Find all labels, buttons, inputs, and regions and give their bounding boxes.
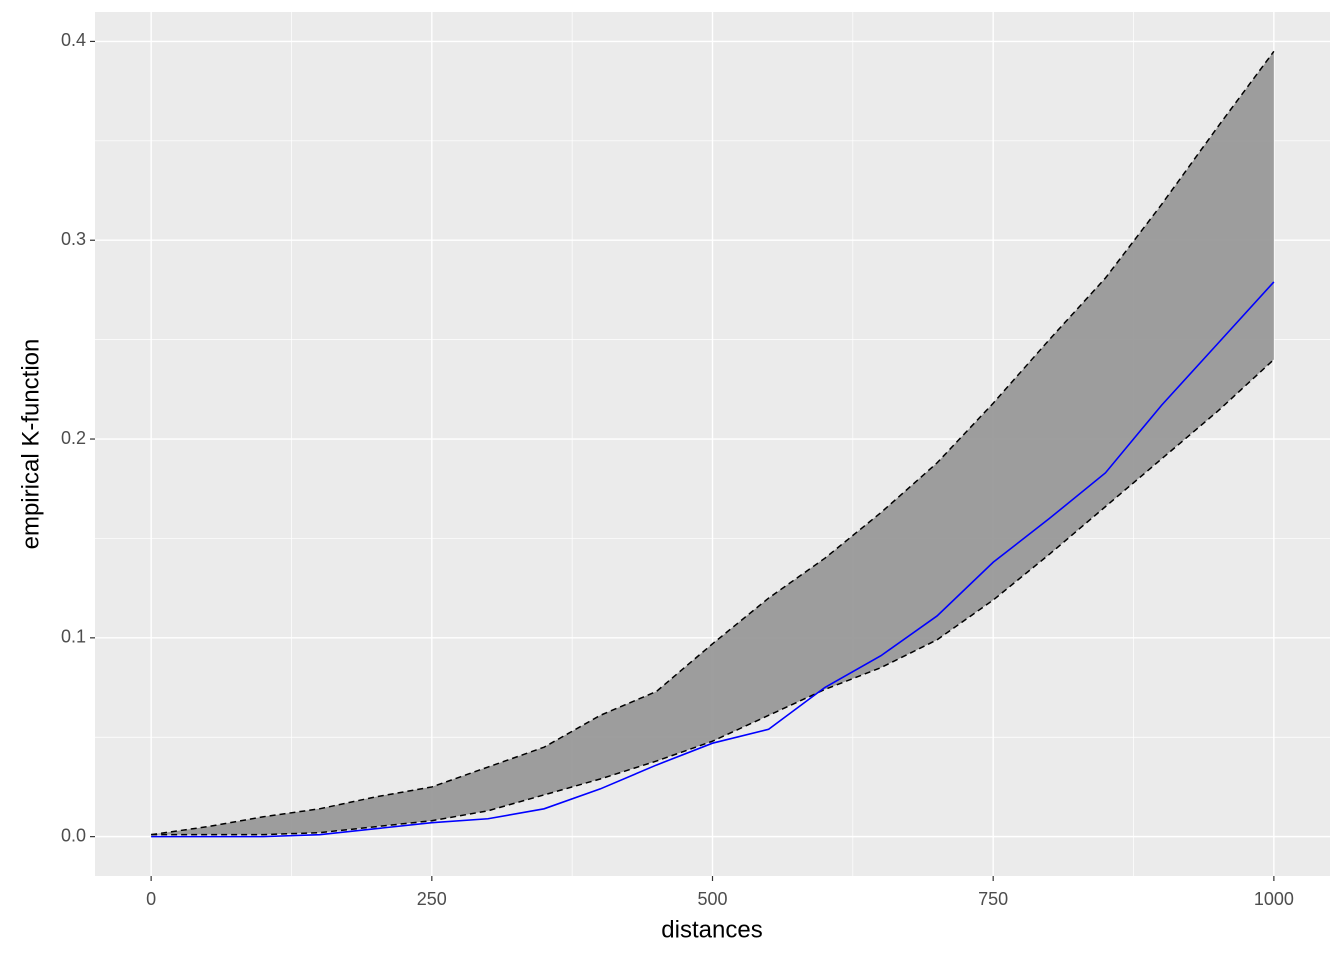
y-axis-title: empirical K-function [17, 339, 44, 550]
y-tick-label: 0.4 [61, 30, 86, 50]
y-tick-label: 0.1 [61, 627, 86, 647]
y-tick-label: 0.0 [61, 825, 86, 845]
k-function-line [151, 281, 1275, 838]
x-tick-label: 250 [417, 889, 447, 909]
x-tick-label: 0 [146, 889, 156, 909]
x-tick-label: 750 [978, 889, 1008, 909]
x-axis-title: distances [661, 916, 762, 943]
envelope-lower [151, 358, 1275, 836]
envelope-upper [151, 50, 1275, 836]
envelope-band [151, 51, 1274, 835]
y-tick-label: 0.3 [61, 229, 86, 249]
y-tick-label: 0.2 [61, 428, 86, 448]
x-tick-label: 500 [697, 889, 727, 909]
x-tick-label: 1000 [1254, 889, 1294, 909]
